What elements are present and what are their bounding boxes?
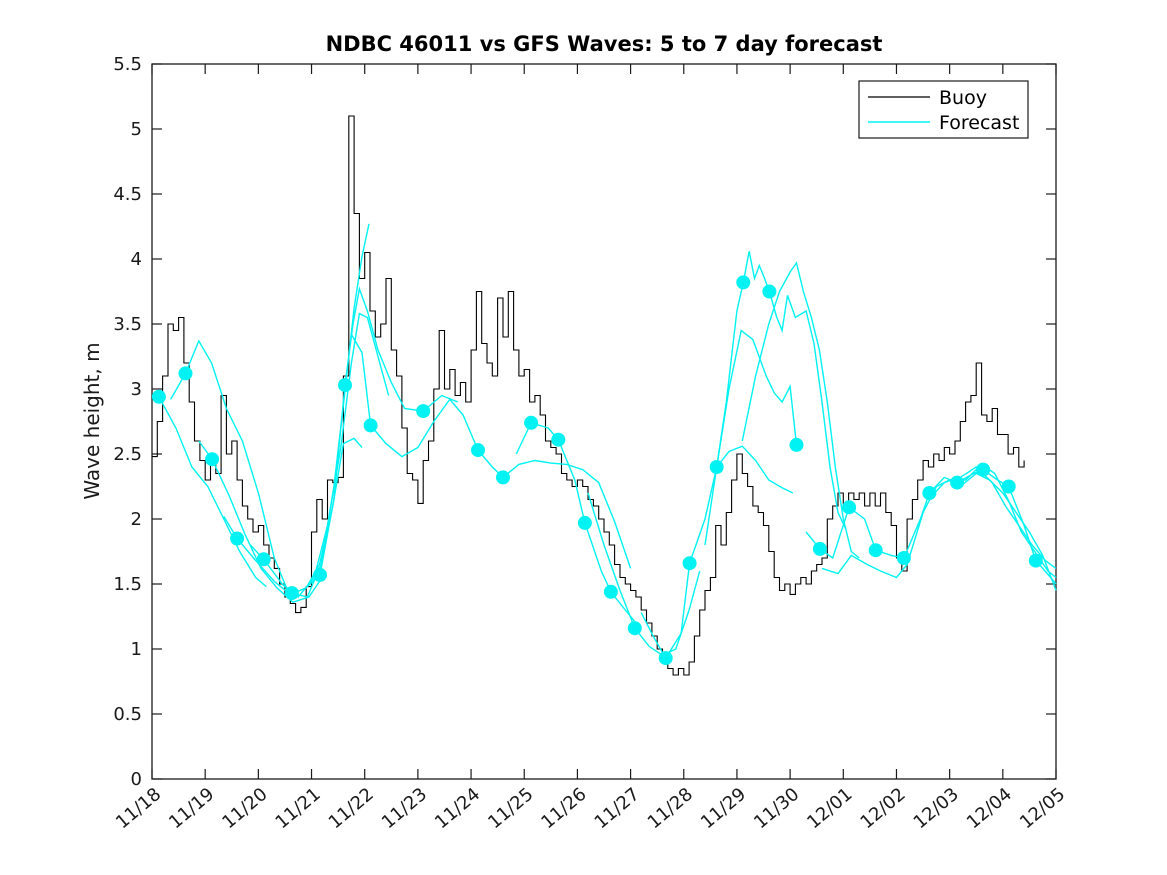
forecast-markers — [151, 275, 1043, 666]
y-axis-label: Wave height, m — [80, 342, 104, 499]
x-tick-label: 11/29 — [697, 784, 750, 833]
y-tick-label: 3 — [131, 379, 142, 400]
legend-box: Buoy Forecast — [858, 80, 1029, 139]
forecast-marker-dot — [922, 486, 937, 500]
x-axis-ticks: 11/18 11/19 11/20 11/21 11/22 11/23 11/24 11/25… — [112, 64, 1069, 833]
forecast-marker-dot — [868, 543, 883, 558]
x-tick-label: 11/30 — [750, 784, 803, 833]
x-tick-label: 11/27 — [591, 784, 644, 833]
y-axis-ticks: 0 0.5 1 1.5 2 2.5 3 3.5 4 4.5 5 5.5 — [113, 54, 1056, 790]
x-tick-label: 12/03 — [910, 784, 963, 833]
forecast-marker-dot — [896, 551, 911, 565]
forecast-marker-dot — [551, 432, 566, 447]
forecast-marker-dot — [842, 500, 857, 515]
legend-frame — [858, 80, 1029, 139]
forecast-marker-dot — [151, 389, 166, 404]
forecast-marker-dot — [976, 462, 991, 477]
x-tick-label: 11/20 — [218, 784, 271, 833]
forecast-marker-dot — [658, 651, 673, 666]
forecast-marker-dot — [205, 452, 220, 467]
forecast-marker-dot — [524, 415, 539, 430]
x-tick-label: 12/01 — [803, 784, 856, 833]
forecast-marker-dot — [682, 556, 697, 571]
x-tick-label: 11/23 — [378, 784, 431, 833]
buoy-series-line — [152, 115, 1025, 676]
forecast-marker-dot — [577, 515, 592, 530]
y-tick-label: 2.5 — [113, 444, 142, 465]
forecast-trace-line — [279, 223, 370, 598]
forecast-marker-dot — [363, 418, 378, 433]
y-tick-label: 2 — [131, 509, 142, 530]
forecast-marker-dot — [1001, 479, 1016, 494]
forecast-marker-dot — [603, 584, 618, 599]
forecast-marker-dot — [736, 275, 751, 290]
x-tick-label: 11/22 — [325, 784, 378, 833]
forecast-marker-dot — [950, 475, 965, 490]
x-tick-label: 11/25 — [484, 784, 537, 833]
x-tick-label: 12/04 — [963, 784, 1016, 833]
y-tick-label: 0.5 — [113, 704, 142, 725]
x-tick-label: 11/21 — [272, 784, 325, 833]
forecast-marker-dot — [256, 552, 271, 567]
y-tick-label: 1.5 — [113, 574, 142, 595]
forecast-trace-line — [821, 463, 1057, 579]
forecast-trace-line — [223, 437, 363, 596]
x-tick-label: 11/19 — [165, 784, 218, 833]
forecast-marker-dot — [812, 541, 827, 556]
forecast-trace-line — [640, 445, 794, 660]
x-tick-label: 11/24 — [431, 784, 484, 833]
forecast-trace-line — [515, 421, 637, 624]
forecast-marker-dot — [1028, 553, 1043, 568]
y-tick-label: 5 — [131, 119, 142, 140]
forecast-trace-line — [704, 329, 798, 546]
forecast-marker-dot — [627, 621, 642, 636]
y-tick-label: 5.5 — [113, 54, 142, 75]
forecast-marker-dot — [313, 567, 327, 582]
forecast-trace-line — [587, 492, 701, 657]
legend-forecast-label: Forecast — [939, 112, 1019, 134]
forecast-trace-line — [169, 339, 289, 591]
forecast-trace-line — [741, 261, 860, 559]
forecast-marker-dot — [709, 460, 724, 474]
forecast-marker-dot — [178, 366, 193, 381]
buoy-series — [152, 115, 1025, 676]
y-tick-label: 3.5 — [113, 314, 142, 335]
forecast-trace-line — [151, 394, 267, 588]
forecast-marker-dot — [338, 378, 352, 393]
y-tick-label: 0 — [131, 769, 142, 790]
x-tick-label: 12/02 — [856, 784, 909, 833]
forecast-marker-dot — [416, 404, 431, 419]
y-tick-label: 1 — [131, 639, 142, 660]
forecast-trace-line — [198, 440, 323, 603]
forecast-marker-dot — [471, 443, 485, 458]
legend-buoy-label: Buoy — [939, 87, 987, 109]
y-tick-label: 4.5 — [113, 184, 142, 205]
forecast-trace-line — [249, 312, 390, 598]
forecast-marker-dot — [789, 437, 804, 452]
plot-border — [151, 63, 1057, 780]
forecast-marker-dot — [762, 284, 777, 299]
x-tick-label: 11/28 — [644, 784, 697, 833]
forecast-marker-dot — [496, 470, 510, 485]
forecast-marker-dot — [284, 586, 299, 601]
forecast-trace-line — [306, 286, 459, 588]
x-tick-label: 11/18 — [112, 784, 165, 833]
forecast-trace-line — [350, 334, 632, 569]
x-tick-label: 12/05 — [1016, 784, 1069, 833]
chart-title: NDBC 46011 vs GFS Waves: 5 to 7 day fore… — [326, 32, 883, 56]
y-tick-label: 4 — [131, 249, 142, 270]
forecast-marker-dot — [230, 531, 245, 546]
x-tick-label: 11/26 — [537, 784, 590, 833]
